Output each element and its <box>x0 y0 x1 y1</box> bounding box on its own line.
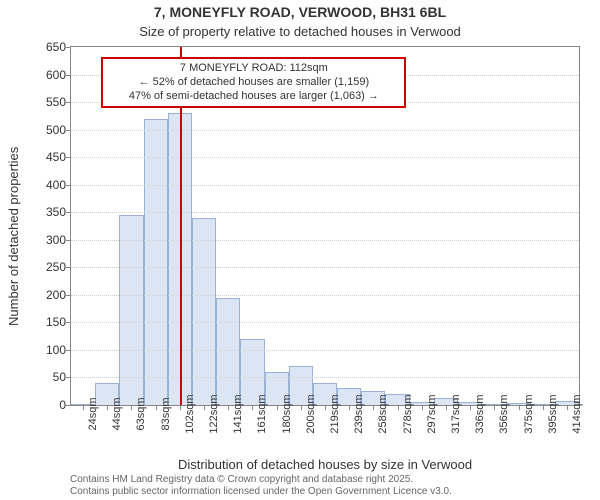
x-tick-label: 63sqm <box>135 397 147 430</box>
x-tick-mark <box>470 405 471 410</box>
x-tick-label: 24sqm <box>87 397 99 430</box>
y-tick-label: 400 <box>26 178 66 192</box>
callout-line: 47% of semi-detached houses are larger (… <box>106 90 401 104</box>
y-tick-label: 0 <box>26 398 66 412</box>
y-tick-mark <box>66 185 71 186</box>
grid-line <box>71 157 579 158</box>
x-tick-label: 414sqm <box>571 394 583 433</box>
histogram-bar <box>144 119 168 405</box>
x-tick-mark <box>107 405 108 410</box>
y-tick-mark <box>66 130 71 131</box>
x-tick-label: 141sqm <box>232 394 244 433</box>
plot-area: 7 MONEYFLY ROAD: 112sqm← 52% of detached… <box>70 46 580 406</box>
y-tick-label: 100 <box>26 343 66 357</box>
x-tick-label: 161sqm <box>256 394 268 433</box>
y-tick-label: 500 <box>26 123 66 137</box>
x-tick-label: 258sqm <box>377 394 389 433</box>
grid-line <box>71 130 579 131</box>
histogram-bar <box>216 298 240 405</box>
y-tick-mark <box>66 47 71 48</box>
y-tick-label: 650 <box>26 40 66 54</box>
x-tick-label: 44sqm <box>111 397 123 430</box>
x-tick-mark <box>519 405 520 410</box>
y-tick-mark <box>66 102 71 103</box>
x-tick-mark <box>156 405 157 410</box>
x-tick-label: 200sqm <box>305 394 317 433</box>
grid-line <box>71 377 579 378</box>
y-tick-mark <box>66 75 71 76</box>
y-tick-mark <box>66 322 71 323</box>
x-tick-label: 219sqm <box>329 394 341 433</box>
grid-line <box>71 350 579 351</box>
y-axis-label: Number of detached properties <box>6 147 21 326</box>
grid-line <box>71 185 579 186</box>
x-tick-mark <box>446 405 447 410</box>
x-tick-mark <box>83 405 84 410</box>
y-tick-mark <box>66 295 71 296</box>
grid-line <box>71 322 579 323</box>
y-tick-label: 600 <box>26 68 66 82</box>
x-tick-mark <box>349 405 350 410</box>
x-tick-mark <box>494 405 495 410</box>
x-tick-mark <box>131 405 132 410</box>
callout-line: ← 52% of detached houses are smaller (1,… <box>106 76 401 90</box>
y-tick-label: 300 <box>26 233 66 247</box>
x-tick-label: 317sqm <box>450 394 462 433</box>
y-tick-mark <box>66 267 71 268</box>
grid-line <box>71 267 579 268</box>
x-tick-mark <box>228 405 229 410</box>
x-tick-label: 122sqm <box>208 394 220 433</box>
attribution-footer: Contains HM Land Registry data © Crown c… <box>70 474 452 498</box>
x-tick-label: 395sqm <box>547 394 559 433</box>
chart-subtitle: Size of property relative to detached ho… <box>0 24 600 39</box>
x-tick-label: 278sqm <box>402 394 414 433</box>
y-tick-label: 200 <box>26 288 66 302</box>
x-tick-label: 102sqm <box>184 394 196 433</box>
x-tick-label: 239sqm <box>353 394 365 433</box>
footer-line: Contains HM Land Registry data © Crown c… <box>70 474 452 486</box>
x-tick-mark <box>567 405 568 410</box>
x-tick-label: 297sqm <box>426 394 438 433</box>
x-tick-mark <box>543 405 544 410</box>
chart-title: 7, MONEYFLY ROAD, VERWOOD, BH31 6BL <box>0 4 600 20</box>
x-tick-mark <box>398 405 399 410</box>
footer-line: Contains public sector information licen… <box>70 486 452 498</box>
x-tick-mark <box>422 405 423 410</box>
x-tick-mark <box>252 405 253 410</box>
callout-box: 7 MONEYFLY ROAD: 112sqm← 52% of detached… <box>101 57 406 108</box>
y-tick-mark <box>66 240 71 241</box>
x-tick-label: 356sqm <box>498 394 510 433</box>
property-size-histogram: 7, MONEYFLY ROAD, VERWOOD, BH31 6BL Size… <box>0 0 600 500</box>
y-tick-label: 450 <box>26 150 66 164</box>
x-tick-mark <box>373 405 374 410</box>
grid-line <box>71 240 579 241</box>
x-tick-mark <box>277 405 278 410</box>
y-tick-label: 50 <box>26 370 66 384</box>
y-tick-label: 550 <box>26 95 66 109</box>
x-tick-label: 336sqm <box>474 394 486 433</box>
y-tick-label: 350 <box>26 205 66 219</box>
y-tick-mark <box>66 405 71 406</box>
y-tick-mark <box>66 350 71 351</box>
grid-line <box>71 295 579 296</box>
x-tick-mark <box>325 405 326 410</box>
x-tick-mark <box>180 405 181 410</box>
grid-line <box>71 212 579 213</box>
x-tick-label: 180sqm <box>281 394 293 433</box>
y-tick-mark <box>66 377 71 378</box>
y-tick-label: 150 <box>26 315 66 329</box>
x-tick-label: 375sqm <box>523 394 535 433</box>
x-axis-label: Distribution of detached houses by size … <box>70 457 580 472</box>
y-tick-mark <box>66 212 71 213</box>
y-tick-mark <box>66 157 71 158</box>
y-tick-label: 250 <box>26 260 66 274</box>
x-tick-mark <box>204 405 205 410</box>
callout-line: 7 MONEYFLY ROAD: 112sqm <box>106 62 401 76</box>
x-tick-mark <box>301 405 302 410</box>
x-tick-label: 83sqm <box>160 397 172 430</box>
